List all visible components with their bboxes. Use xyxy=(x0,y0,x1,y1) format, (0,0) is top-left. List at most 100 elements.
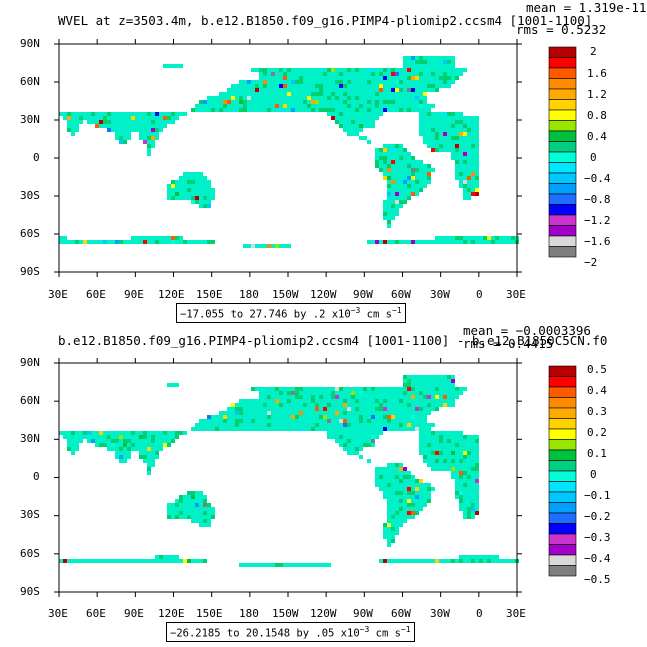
field-cell xyxy=(387,491,391,495)
field-cell xyxy=(127,455,131,459)
field-cell xyxy=(163,124,167,128)
field-cell xyxy=(183,511,187,515)
field-cell xyxy=(123,455,127,459)
field-cell xyxy=(319,72,323,76)
field-cell xyxy=(435,391,439,395)
field-cell xyxy=(391,144,395,148)
field-cell xyxy=(391,539,395,543)
field-cell xyxy=(235,108,239,112)
field-cell xyxy=(475,148,479,152)
field-cell xyxy=(303,387,307,391)
field-cell xyxy=(303,92,307,96)
field-cell xyxy=(283,387,287,391)
field-cell xyxy=(167,559,171,563)
field-cell xyxy=(447,80,451,84)
field-cell xyxy=(331,391,335,395)
field-cell xyxy=(371,112,375,116)
field-cell xyxy=(395,395,399,399)
field-cell xyxy=(399,475,403,479)
field-cell xyxy=(383,487,387,491)
field-cell xyxy=(175,507,179,511)
field-cell xyxy=(471,499,475,503)
field-cell xyxy=(435,455,439,459)
land-field xyxy=(59,375,519,567)
field-cell xyxy=(451,136,455,140)
field-cell xyxy=(243,419,247,423)
field-cell xyxy=(143,236,147,240)
field-cell xyxy=(355,104,359,108)
field-cell xyxy=(335,112,339,116)
field-cell xyxy=(127,112,131,116)
field-cell xyxy=(283,68,287,72)
field-cell xyxy=(351,100,355,104)
field-cell xyxy=(455,124,459,128)
field-cell xyxy=(259,244,263,248)
field-cell xyxy=(403,176,407,180)
field-cell xyxy=(267,92,271,96)
field-cell xyxy=(263,68,267,72)
field-cell xyxy=(71,439,75,443)
field-cell xyxy=(259,419,263,423)
field-cell xyxy=(399,407,403,411)
field-cell xyxy=(107,112,111,116)
field-cell xyxy=(267,244,271,248)
field-cell xyxy=(267,423,271,427)
field-cell xyxy=(151,124,155,128)
field-cell xyxy=(419,387,423,391)
lat-label: 60N xyxy=(20,394,40,407)
field-cell xyxy=(395,427,399,431)
field-cell xyxy=(363,403,367,407)
field-cell xyxy=(403,172,407,176)
field-cell xyxy=(463,196,467,200)
field-cell xyxy=(423,387,427,391)
field-cell xyxy=(431,487,435,491)
field-cell xyxy=(475,459,479,463)
field-cell xyxy=(451,439,455,443)
field-cell xyxy=(287,419,291,423)
field-cell xyxy=(475,240,479,244)
field-cell xyxy=(231,84,235,88)
field-cell xyxy=(363,72,367,76)
field-cell xyxy=(331,387,335,391)
field-cell xyxy=(415,72,419,76)
field-cell xyxy=(103,124,107,128)
field-cell xyxy=(279,88,283,92)
field-cell xyxy=(339,100,343,104)
field-cell xyxy=(203,200,207,204)
field-cell xyxy=(167,555,171,559)
field-cell xyxy=(399,399,403,403)
field-cell xyxy=(71,132,75,136)
field-cell xyxy=(467,555,471,559)
field-cell xyxy=(219,104,223,108)
field-cell xyxy=(343,72,347,76)
field-cell xyxy=(323,104,327,108)
mean-stat: mean = 1.319e-11 xyxy=(526,0,647,15)
field-cell xyxy=(427,76,431,80)
field-cell xyxy=(155,236,159,240)
field-cell xyxy=(395,96,399,100)
field-cell xyxy=(427,559,431,563)
field-cell xyxy=(267,411,271,415)
lon-label: 120E xyxy=(158,607,185,620)
field-cell xyxy=(467,160,471,164)
field-cell xyxy=(471,483,475,487)
field-cell xyxy=(395,72,399,76)
field-cell xyxy=(467,463,471,467)
field-cell xyxy=(227,104,231,108)
field-cell xyxy=(103,116,107,120)
field-cell xyxy=(163,236,167,240)
field-cell xyxy=(423,391,427,395)
field-cell xyxy=(275,100,279,104)
field-cell xyxy=(343,431,347,435)
field-cell xyxy=(411,487,415,491)
field-cell xyxy=(443,559,447,563)
field-cell xyxy=(395,160,399,164)
field-cell xyxy=(451,124,455,128)
field-cell xyxy=(447,459,451,463)
field-cell xyxy=(419,108,423,112)
field-cell xyxy=(331,435,335,439)
field-cell xyxy=(279,96,283,100)
field-cell xyxy=(267,68,271,72)
lat-label: 30S xyxy=(20,189,40,202)
field-cell xyxy=(339,411,343,415)
